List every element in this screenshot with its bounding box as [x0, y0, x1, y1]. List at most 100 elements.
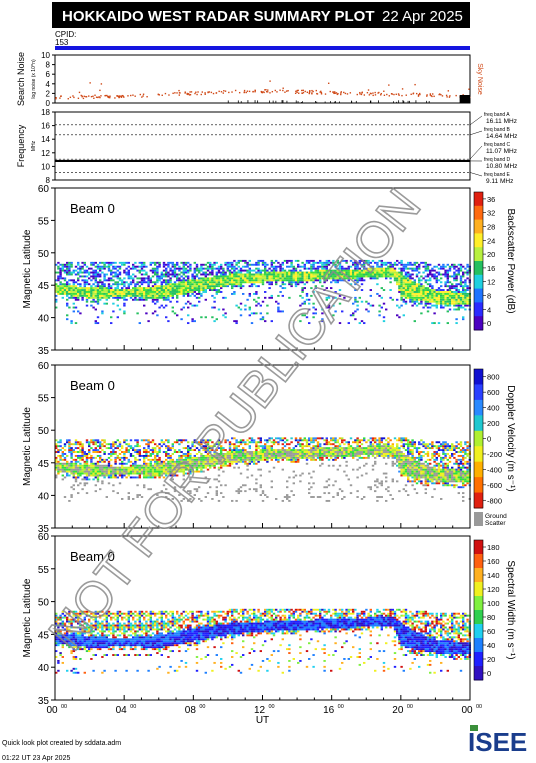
power-cell	[116, 265, 119, 268]
power-cell	[409, 291, 412, 293]
velocity-cell	[387, 453, 390, 455]
power-cell	[464, 298, 467, 301]
power-cell	[231, 281, 234, 284]
power-cell	[455, 265, 458, 268]
power-cell	[57, 275, 60, 278]
velocity-cell	[292, 482, 295, 485]
velocity-cell	[167, 460, 170, 463]
power-cell	[341, 269, 344, 272]
velocity-cell	[189, 453, 192, 455]
velocity-cell	[393, 456, 397, 459]
velocity-cell	[134, 445, 137, 448]
noise-point	[189, 91, 191, 93]
power-cell	[365, 267, 368, 270]
power-cell	[136, 287, 139, 290]
velocity-cell	[88, 445, 91, 448]
power-cell	[448, 294, 452, 297]
power-colorbar-swatch	[474, 302, 483, 317]
noise-point	[324, 93, 327, 95]
freq-band-leader	[469, 172, 483, 177]
power-cell	[426, 289, 430, 291]
power-cell	[156, 277, 159, 280]
velocity-cell	[61, 468, 64, 471]
velocity-cell	[154, 447, 157, 450]
power-cell	[246, 263, 249, 266]
velocity-cell	[345, 454, 348, 457]
velocity-cell	[165, 453, 168, 455]
power-cell	[154, 261, 157, 264]
power-cell	[180, 289, 183, 291]
velocity-cell	[83, 453, 86, 455]
power-cell	[129, 292, 133, 295]
power-cell	[147, 292, 150, 295]
power-cell	[332, 261, 335, 264]
power-cell	[400, 273, 403, 276]
freq-band-value: 11.07 MHz	[486, 148, 517, 155]
power-cell	[358, 267, 361, 270]
velocity-cell	[167, 492, 170, 495]
power-cell	[147, 285, 150, 288]
velocity-cell	[237, 454, 240, 457]
power-cell	[382, 275, 386, 278]
velocity-cell	[305, 453, 309, 455]
power-cell	[94, 308, 97, 311]
power-cell	[57, 267, 60, 270]
velocity-cell	[365, 453, 368, 455]
power-cell	[398, 306, 401, 309]
velocity-cell	[85, 478, 89, 481]
power-cell	[281, 261, 284, 264]
velocity-cell	[356, 443, 359, 446]
power-cell	[107, 292, 111, 295]
power-cell	[385, 275, 388, 278]
power-cell	[180, 292, 183, 295]
power-cell	[226, 281, 229, 284]
velocity-cell	[96, 462, 100, 465]
power-cell	[400, 289, 403, 291]
velocity-cell	[288, 496, 291, 498]
power-cell	[354, 265, 357, 268]
velocity-cell	[209, 456, 212, 459]
power-cell	[451, 292, 454, 295]
power-cell	[360, 283, 364, 286]
power-cell	[72, 296, 75, 299]
power-cell	[446, 310, 449, 313]
velocity-cell	[198, 460, 201, 463]
velocity-cell	[327, 443, 331, 446]
power-cell	[143, 289, 146, 291]
power-colorbar-swatch	[474, 192, 483, 207]
velocity-cell	[132, 447, 135, 450]
velocity-cell	[345, 449, 348, 452]
velocity-cell	[345, 460, 348, 463]
power-cell	[303, 314, 306, 317]
power-cell	[413, 263, 416, 266]
velocity-cell	[297, 454, 300, 457]
velocity-cell	[294, 460, 298, 463]
noise-block	[459, 95, 470, 103]
power-cell	[297, 283, 300, 286]
velocity-cell	[369, 447, 372, 450]
power-cell	[400, 261, 403, 264]
power-cell	[90, 294, 93, 297]
power-cell	[96, 294, 100, 297]
power-cell	[239, 259, 243, 262]
power-cell	[88, 283, 91, 286]
velocity-cell	[68, 441, 71, 444]
power-cell	[413, 267, 416, 270]
velocity-cell	[239, 451, 243, 453]
power-cell	[90, 271, 93, 274]
power-cell	[110, 285, 113, 288]
velocity-cell	[72, 488, 75, 491]
power-cell	[220, 263, 223, 266]
noise-point	[252, 91, 254, 93]
velocity-cell	[125, 443, 128, 446]
velocity-cell	[193, 460, 196, 463]
noise-point	[196, 93, 198, 96]
velocity-cell	[57, 454, 60, 457]
velocity-cell	[99, 470, 102, 473]
velocity-cell	[233, 449, 236, 452]
power-cell	[105, 296, 108, 299]
velocity-cell	[99, 464, 102, 467]
velocity-cell	[305, 449, 309, 452]
velocity-cell	[74, 460, 78, 463]
freq-band-label: freq band D	[484, 157, 511, 163]
